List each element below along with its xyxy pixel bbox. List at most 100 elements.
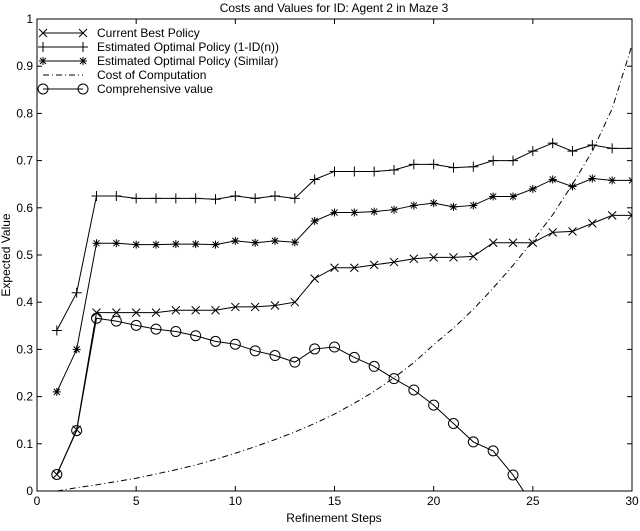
circle-marker — [289, 356, 301, 368]
circle-marker — [269, 350, 281, 362]
circle-marker — [348, 351, 360, 363]
x-tick-label: 25 — [526, 494, 540, 508]
star-marker — [211, 240, 220, 249]
star-marker — [92, 239, 101, 248]
x-marker — [38, 28, 48, 38]
x-tick-label: 20 — [427, 494, 441, 508]
plus-marker — [488, 155, 499, 166]
star-marker — [152, 240, 160, 249]
plus-marker — [250, 193, 261, 204]
circle-marker — [368, 360, 380, 372]
star-marker — [548, 175, 557, 184]
legend-item: Current Best Policy — [38, 26, 200, 40]
circle-marker — [150, 323, 162, 335]
plus-marker — [190, 193, 201, 204]
star-marker — [191, 240, 200, 249]
star-marker — [72, 345, 81, 354]
star-marker — [132, 240, 141, 249]
circle-marker — [170, 325, 182, 337]
star-marker — [409, 201, 418, 210]
plus-marker — [408, 159, 419, 170]
legend-item: Cost of Computation — [43, 68, 206, 82]
star-marker — [509, 192, 517, 201]
plus-marker — [309, 174, 320, 185]
series-current-best-policy — [52, 210, 632, 479]
star-marker — [628, 176, 632, 185]
star-marker — [449, 202, 458, 211]
circle-marker — [388, 373, 400, 385]
x-tick-label: 5 — [133, 494, 140, 508]
plus-marker — [627, 143, 632, 154]
plus-marker — [468, 161, 479, 172]
plus-marker — [71, 287, 82, 298]
x-marker — [528, 238, 538, 248]
star-marker — [528, 184, 537, 193]
circle-marker — [448, 418, 459, 430]
plus-marker — [448, 162, 459, 173]
series-cost-of-computation — [56, 44, 632, 491]
circle-marker — [229, 338, 241, 350]
y-tick-label: 0.5 — [16, 248, 33, 262]
series-comprehensive-value — [51, 312, 525, 491]
plus-marker — [329, 166, 340, 177]
plus-marker — [78, 42, 88, 52]
series-line — [56, 178, 632, 393]
plus-marker — [567, 146, 578, 157]
circle-marker — [37, 83, 49, 95]
plus-marker — [51, 325, 62, 336]
plus-marker — [38, 42, 48, 52]
circle-marker — [91, 312, 102, 324]
plus-marker — [151, 193, 161, 204]
circle-marker — [77, 83, 89, 95]
star-marker — [112, 239, 121, 248]
series-line — [56, 142, 632, 331]
plus-marker — [508, 155, 518, 166]
x-marker — [488, 238, 498, 248]
circle-marker — [71, 425, 83, 437]
x-marker — [429, 253, 439, 262]
x-marker — [290, 297, 300, 307]
y-tick-label: 0.6 — [16, 201, 33, 215]
y-tick-label: 0.7 — [16, 154, 33, 168]
plus-marker — [210, 194, 221, 205]
plus-marker — [369, 166, 380, 177]
series-line — [56, 214, 632, 475]
x-marker — [369, 260, 379, 270]
star-marker — [469, 201, 478, 210]
circle-marker — [309, 343, 321, 355]
circle-marker — [110, 315, 122, 327]
plus-marker — [428, 159, 439, 170]
circle-marker — [428, 399, 440, 411]
x-marker — [449, 253, 458, 262]
x-marker — [230, 302, 240, 312]
legend-item: Estimated Optimal Policy (Similar) — [39, 54, 278, 68]
y-tick-label: 0 — [26, 484, 33, 498]
y-tick-label: 0.1 — [16, 437, 33, 451]
y-tick-label: 0.9 — [16, 59, 33, 73]
circle-marker — [487, 445, 499, 457]
x-marker — [250, 302, 260, 312]
legend-label: Current Best Policy — [97, 26, 200, 40]
plus-marker — [349, 166, 360, 177]
plus-marker — [389, 165, 399, 176]
legend-label: Estimated Optimal Policy (Similar) — [97, 54, 278, 68]
x-marker — [548, 227, 558, 237]
x-marker — [111, 308, 121, 317]
series-estimated-optimal-policy-1-id-n- — [51, 138, 632, 336]
star-marker — [79, 57, 87, 65]
star-marker — [588, 174, 597, 183]
x-tick-label: 15 — [328, 494, 342, 508]
star-marker — [608, 176, 617, 185]
legend-item: Estimated Optimal Policy (1-ID(n)) — [38, 40, 279, 54]
plus-marker — [230, 191, 241, 201]
legend-label: Comprehensive value — [97, 82, 213, 96]
chart-title: Costs and Values for ID: Agent 2 in Maze… — [220, 1, 449, 15]
legend-label: Cost of Computation — [97, 68, 206, 82]
plus-marker — [547, 138, 558, 149]
plus-marker — [91, 191, 102, 201]
circle-marker — [130, 319, 142, 331]
y-tick-label: 0.3 — [16, 342, 33, 356]
circle-marker — [329, 341, 340, 353]
